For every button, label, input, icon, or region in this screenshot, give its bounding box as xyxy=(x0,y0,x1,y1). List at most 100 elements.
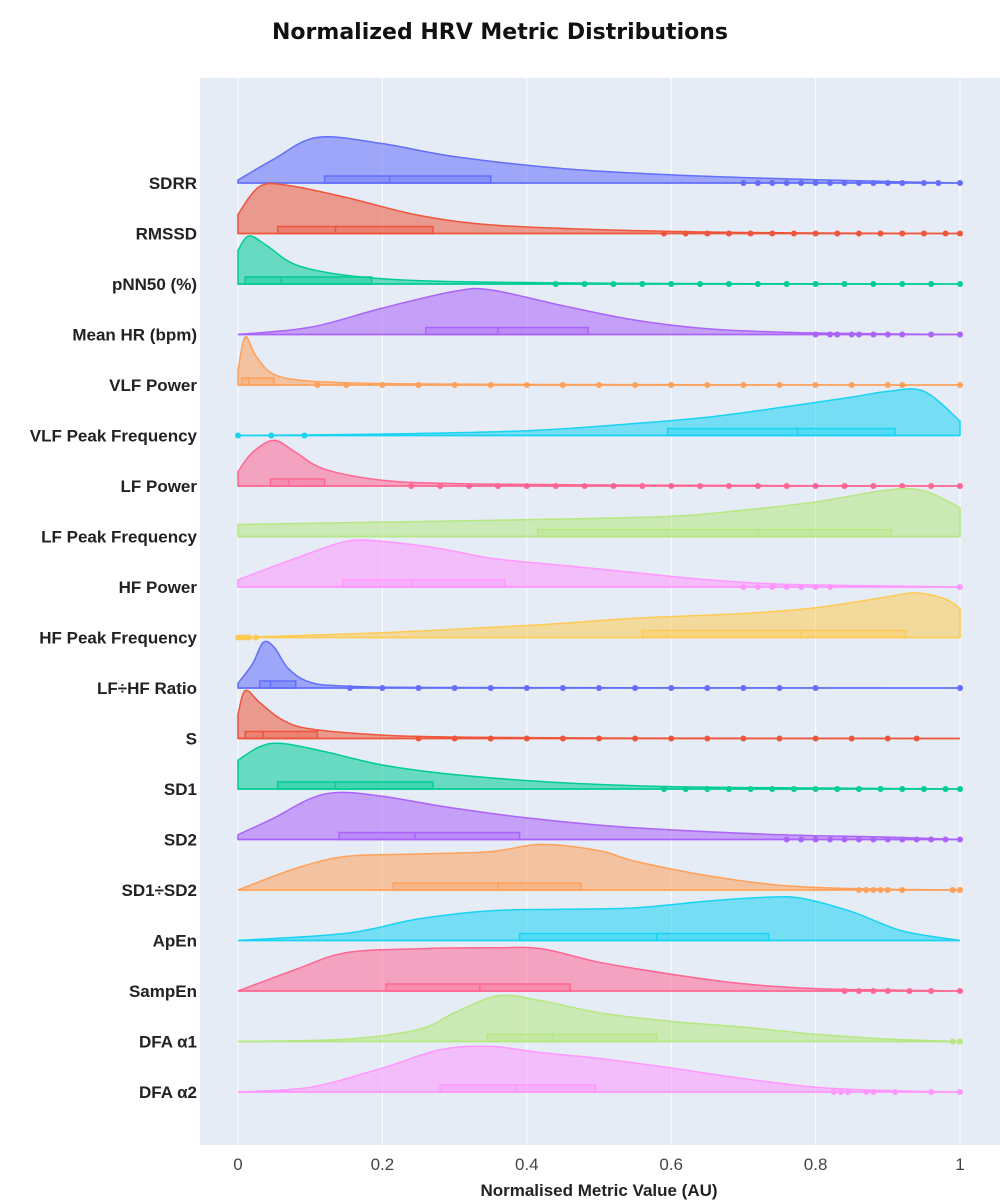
outlier-point xyxy=(776,382,783,388)
outlier-point xyxy=(769,786,776,792)
outlier-point xyxy=(812,281,819,287)
iqr-box xyxy=(385,983,571,992)
outlier-point xyxy=(725,281,732,287)
outlier-point xyxy=(523,483,530,489)
outlier-point xyxy=(346,685,353,691)
outlier-point xyxy=(769,180,776,186)
density-cloud xyxy=(237,946,961,992)
outlier-point xyxy=(913,836,920,843)
outlier-point xyxy=(639,483,646,489)
density-cloud xyxy=(237,843,961,891)
y-label: ApEn xyxy=(153,932,197,951)
outlier-point xyxy=(790,230,797,237)
outlier-point xyxy=(870,887,877,893)
outlier-point xyxy=(870,331,877,338)
density-cloud xyxy=(237,994,961,1043)
outlier-point xyxy=(827,331,834,338)
outlier-point xyxy=(798,584,805,590)
y-label: SD1 xyxy=(164,780,197,799)
outlier-point xyxy=(899,382,906,388)
outlier-point xyxy=(863,1089,870,1095)
outlier-point xyxy=(812,331,819,338)
outlier-point xyxy=(841,988,848,994)
outlier-point xyxy=(740,382,747,388)
density-cloud xyxy=(237,742,961,790)
outlier-point xyxy=(957,483,963,489)
outlier-point xyxy=(855,887,862,893)
outlier-point xyxy=(841,483,848,489)
outlier-point xyxy=(415,382,422,388)
outlier-point xyxy=(523,735,530,742)
outlier-point xyxy=(870,180,877,186)
outlier-point xyxy=(552,281,559,287)
series-16 xyxy=(237,946,963,994)
outlier-point xyxy=(920,230,927,237)
outlier-point xyxy=(877,786,884,792)
outlier-point xyxy=(870,281,877,287)
outlier-point xyxy=(487,382,494,388)
series-1 xyxy=(237,182,963,237)
outlier-point xyxy=(855,836,862,843)
outlier-point xyxy=(704,685,711,691)
outlier-point xyxy=(957,281,963,287)
outlier-point xyxy=(957,836,963,843)
outlier-point xyxy=(957,331,963,338)
outlier-point xyxy=(899,180,906,186)
y-label: VLF Power xyxy=(109,376,197,395)
iqr-box xyxy=(276,781,434,790)
outlier-point xyxy=(942,836,949,843)
outlier-point xyxy=(892,1089,899,1095)
outlier-point xyxy=(841,836,848,843)
outlier-point xyxy=(957,382,963,388)
chart-title: Normalized HRV Metric Distributions xyxy=(272,20,728,45)
x-tick-label: 0.2 xyxy=(371,1155,395,1174)
outlier-point xyxy=(845,1089,852,1095)
outlier-point xyxy=(581,483,588,489)
series-5 xyxy=(235,388,961,439)
outlier-point xyxy=(855,180,862,186)
outlier-point xyxy=(776,685,783,691)
outlier-point xyxy=(957,887,963,893)
outlier-point xyxy=(725,483,732,489)
outlier-point xyxy=(632,685,639,691)
density-cloud xyxy=(237,1045,961,1093)
series-4 xyxy=(237,336,963,388)
outlier-point xyxy=(668,685,675,691)
outlier-point xyxy=(855,786,862,792)
series-3 xyxy=(237,287,963,338)
outlier-point xyxy=(783,836,790,843)
outlier-point xyxy=(812,230,819,237)
outlier-point xyxy=(827,836,834,843)
outlier-point xyxy=(668,382,675,388)
outlier-point xyxy=(855,988,862,994)
outlier-point xyxy=(899,786,906,792)
outlier-point xyxy=(812,584,819,590)
series-15 xyxy=(237,895,961,942)
x-axis-title: Normalised Metric Value (AU) xyxy=(480,1181,717,1200)
iqr-box xyxy=(276,225,434,235)
density-cloud xyxy=(237,791,961,841)
outlier-point xyxy=(812,735,819,742)
outlier-point xyxy=(870,483,877,489)
outlier-point xyxy=(957,1089,963,1095)
outlier-point xyxy=(957,180,963,186)
outlier-point xyxy=(610,483,617,489)
outlier-point xyxy=(928,836,935,843)
outlier-point xyxy=(928,483,935,489)
y-label: SDRR xyxy=(149,174,197,193)
y-label: S xyxy=(186,730,197,749)
outlier-point xyxy=(379,382,386,388)
outlier-point xyxy=(913,735,920,742)
outlier-point xyxy=(841,281,848,287)
x-axis-ticks: 0 0.2 0.4 0.6 0.8 1 xyxy=(233,1155,964,1174)
iqr-box xyxy=(240,377,275,386)
outlier-point xyxy=(704,735,711,742)
outlier-point xyxy=(920,180,927,186)
outlier-point xyxy=(610,281,617,287)
y-label: LF÷HF Ratio xyxy=(97,679,197,698)
density-cloud xyxy=(237,136,961,184)
outlier-point xyxy=(812,836,819,843)
outlier-point xyxy=(837,1089,844,1095)
outlier-point xyxy=(581,281,588,287)
iqr-box xyxy=(244,730,319,740)
